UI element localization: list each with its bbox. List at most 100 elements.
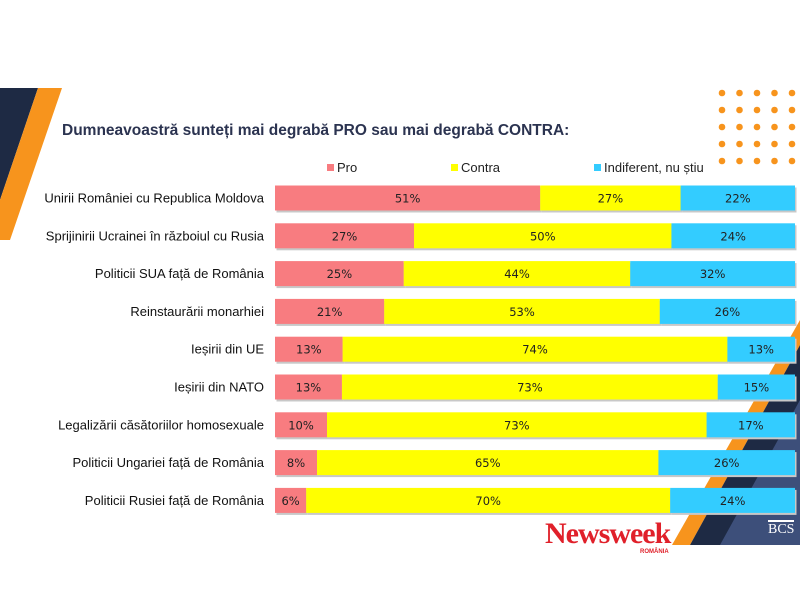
dot [771,123,778,131]
data-label: 21% [317,305,343,319]
dot [788,106,796,114]
data-label: 24% [720,229,746,243]
bar-indiferent [680,185,795,211]
data-label: 24% [720,494,746,508]
bar-indiferent [658,450,795,476]
category-label: Unirii României cu Republica Moldova [44,191,264,206]
data-label: 13% [296,343,322,357]
dot [788,157,796,165]
category-label: Sprijinirii Ucrainei în războiul cu Rusi… [46,228,265,243]
data-label: 8% [287,456,305,470]
category-label: Politicii Rusiei față de România [85,493,265,508]
data-label: 73% [504,418,530,432]
bar-pro [275,336,343,362]
category-label: Politicii SUA față de România [95,266,265,281]
legend-label: Indiferent, nu știu [604,160,704,175]
dot [718,140,726,148]
bar-contra [384,298,660,324]
bar-indiferent [717,374,795,400]
legend-indiferent: Indiferent, nu știu [594,160,704,175]
bar-contra [341,374,718,400]
dot [736,157,743,165]
bar-contra [317,450,659,476]
data-label: 73% [517,381,543,395]
bar-pro [275,298,385,324]
legend-contra: Contra [451,160,500,175]
data-label: 6% [281,494,299,508]
dot [753,140,761,148]
newsweek-logo-sub: ROMÂNIA [640,549,669,555]
data-label: 50% [530,229,556,243]
dot [788,123,796,131]
bar-contra [342,336,728,362]
dot [771,89,778,97]
category-label: Politicii Ungariei față de România [73,455,265,470]
legend-label: Contra [461,160,501,175]
bar-indiferent [630,261,795,287]
data-label: 13% [748,343,774,357]
dot [771,140,778,148]
dot [771,157,778,165]
legend-swatch [451,164,458,171]
bar-indiferent [706,412,795,438]
orange-dot-grid [718,89,796,165]
data-label: 32% [700,267,726,281]
bar-indiferent [659,298,795,324]
dot [736,89,743,97]
dot [753,123,761,131]
data-label: 26% [715,305,741,319]
bar-contra [540,185,681,211]
dot [718,157,726,165]
bar-pro [275,412,327,438]
data-label: 27% [598,192,624,206]
newsweek-logo: Newsweek [545,517,671,550]
dot [753,106,761,114]
dot [736,106,743,114]
dot [753,157,761,165]
bar-contra [306,487,671,513]
legend-label: Pro [337,160,358,175]
data-label: 70% [475,494,501,508]
dot [788,140,796,148]
data-label: 13% [296,381,322,395]
bar-indiferent [727,336,795,362]
bar-pro [275,261,404,287]
data-label: 10% [288,418,314,432]
bcs-logo: BCS [768,520,795,537]
data-label: 25% [327,267,353,281]
bar-pro [275,185,541,211]
data-label: 26% [714,456,740,470]
bar-contra [414,223,672,249]
dot [753,89,761,97]
dot [788,89,796,97]
dot [718,123,726,131]
bar-indiferent [670,487,795,513]
category-label: Ieșirii din UE [191,342,264,357]
dot [718,89,726,97]
data-label: 65% [475,456,501,470]
category-label: Ieșirii din NATO [174,380,264,395]
dot [718,106,726,114]
orange-stripe [0,88,62,240]
category-label: Reinstaurării monarhiei [130,304,264,319]
data-label: 44% [504,267,530,281]
dot [736,140,743,148]
category-label: Legalizării căsătoriilor homosexuale [58,417,264,432]
data-label: 51% [395,192,421,206]
bar-contra [403,261,631,287]
bar-pro [275,374,342,400]
bar-indiferent [671,223,795,249]
bar-pro [275,223,415,249]
data-label: 53% [509,305,535,319]
dot [736,123,743,131]
chart-title: Dumneavoastră sunteți mai degrabă PRO sa… [62,122,570,139]
bar-pro [275,450,318,476]
bar-pro [275,487,307,513]
data-label: 22% [725,192,751,206]
data-label: 27% [332,229,358,243]
data-label: 17% [738,418,764,432]
legend-swatch [327,164,334,171]
data-label: 74% [522,343,548,357]
data-label: 15% [744,381,770,395]
